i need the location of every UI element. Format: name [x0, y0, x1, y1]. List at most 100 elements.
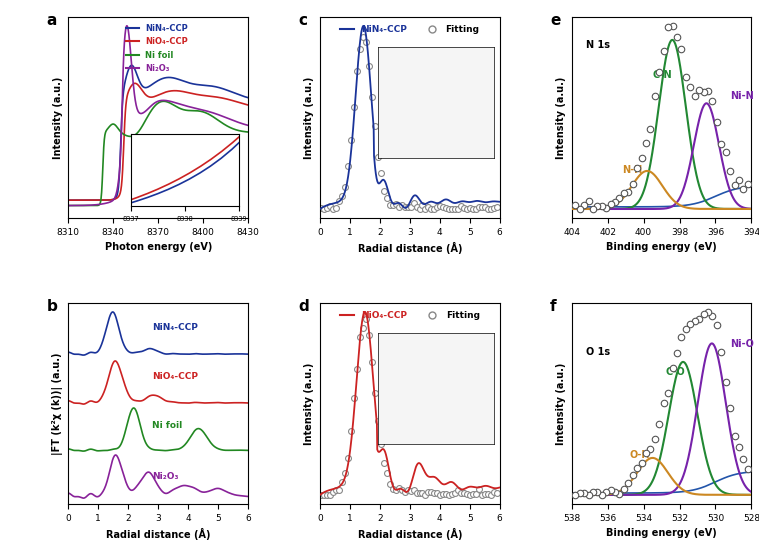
Point: [392, 203, 405, 212]
Point: [684, 320, 696, 329]
Point: [384, 480, 396, 489]
Point: [627, 180, 639, 189]
Point: [449, 488, 461, 497]
Point: [378, 186, 390, 195]
Point: [464, 491, 476, 500]
X-axis label: Radial distance (Å): Radial distance (Å): [357, 528, 462, 540]
Point: [569, 200, 581, 209]
Point: [715, 348, 727, 357]
Point: [680, 325, 692, 334]
Point: [330, 486, 342, 494]
Point: [402, 486, 414, 494]
Point: [707, 311, 719, 320]
Point: [470, 204, 482, 213]
X-axis label: Binding energy (eV): Binding energy (eV): [606, 528, 717, 538]
Point: [676, 44, 688, 53]
Point: [375, 169, 387, 178]
Point: [398, 487, 411, 496]
Point: [363, 62, 375, 71]
Point: [348, 394, 361, 403]
Point: [321, 491, 333, 500]
Point: [698, 87, 710, 96]
Point: [609, 197, 621, 206]
Point: [490, 488, 502, 497]
Point: [446, 204, 458, 213]
Point: [488, 203, 500, 212]
Point: [395, 200, 408, 209]
Point: [635, 153, 647, 162]
Text: C-N: C-N: [653, 70, 672, 80]
X-axis label: Radial distance (Å): Radial distance (Å): [357, 242, 462, 254]
Text: e: e: [550, 13, 560, 28]
Point: [609, 488, 621, 497]
Point: [316, 203, 328, 212]
Point: [366, 357, 378, 366]
X-axis label: Binding energy (eV): Binding energy (eV): [606, 242, 717, 253]
Point: [461, 204, 473, 213]
Point: [488, 488, 500, 497]
Text: N-H: N-H: [622, 165, 642, 175]
Point: [345, 427, 357, 436]
Point: [666, 363, 679, 372]
Point: [485, 204, 497, 213]
Point: [729, 431, 741, 440]
Point: [688, 317, 701, 326]
Point: [381, 193, 393, 202]
Point: [392, 483, 405, 492]
Point: [473, 203, 485, 212]
Point: [417, 488, 429, 497]
Point: [618, 189, 630, 198]
Point: [587, 487, 599, 496]
Point: [443, 491, 455, 500]
Point: [737, 454, 749, 463]
Y-axis label: Intensity (a.u.): Intensity (a.u.): [556, 362, 566, 445]
Point: [372, 153, 384, 162]
Point: [414, 488, 426, 497]
Point: [458, 203, 470, 212]
Point: [348, 102, 361, 111]
Point: [339, 183, 351, 192]
Point: [357, 324, 369, 333]
Point: [482, 204, 494, 213]
Point: [360, 37, 372, 46]
Point: [342, 161, 354, 170]
Y-axis label: |FT (k²χ (k))| (a.u.): |FT (k²χ (k))| (a.u.): [52, 352, 63, 455]
Point: [428, 204, 440, 213]
Point: [485, 491, 497, 500]
Text: NiO₄-CCP: NiO₄-CCP: [153, 372, 198, 381]
Point: [389, 486, 402, 494]
Point: [455, 202, 468, 211]
Point: [402, 202, 414, 211]
Point: [428, 488, 440, 497]
Point: [476, 202, 488, 211]
Legend: NiN₄-CCP, Fitting: NiN₄-CCP, Fitting: [336, 21, 483, 38]
Point: [582, 197, 594, 206]
Point: [405, 487, 417, 496]
Y-axis label: Intensity (a.u.): Intensity (a.u.): [304, 76, 314, 158]
Point: [330, 203, 342, 212]
Point: [574, 488, 586, 497]
Point: [440, 204, 452, 213]
Point: [333, 486, 345, 494]
Point: [596, 491, 608, 500]
Text: O-H: O-H: [629, 450, 650, 460]
Point: [420, 491, 432, 500]
Point: [425, 204, 437, 213]
Point: [372, 417, 384, 426]
Point: [366, 92, 378, 101]
Point: [324, 491, 336, 500]
Point: [702, 87, 714, 96]
Point: [591, 201, 603, 210]
Point: [443, 204, 455, 213]
X-axis label: Photon energy (eV): Photon energy (eV): [105, 242, 212, 253]
Point: [321, 203, 333, 212]
Point: [449, 204, 461, 213]
Point: [622, 188, 635, 197]
Point: [339, 468, 351, 477]
Point: [386, 484, 398, 493]
Point: [671, 349, 683, 358]
Point: [720, 148, 732, 157]
Point: [437, 489, 449, 498]
Point: [710, 321, 723, 330]
Point: [676, 333, 688, 342]
